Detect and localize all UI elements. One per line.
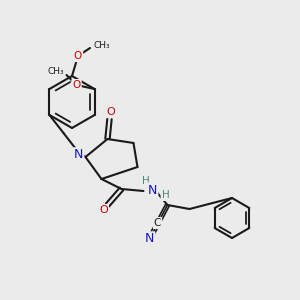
Text: N: N	[74, 148, 83, 161]
Text: O: O	[106, 107, 115, 117]
Text: C: C	[154, 218, 161, 228]
Text: O: O	[99, 205, 108, 215]
Text: H: H	[162, 190, 170, 200]
Text: O: O	[74, 51, 82, 61]
Text: O: O	[72, 80, 81, 90]
Text: CH₃: CH₃	[48, 67, 64, 76]
Text: CH₃: CH₃	[93, 41, 110, 50]
Text: H: H	[142, 176, 149, 186]
Text: N: N	[148, 184, 157, 196]
Text: N: N	[145, 232, 154, 245]
